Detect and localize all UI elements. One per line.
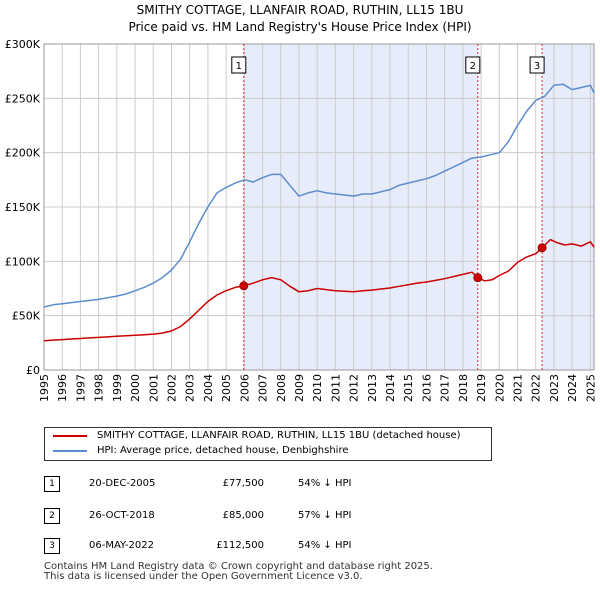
y-tick-label: £0 — [26, 364, 40, 377]
transaction-hpi: 54% ↓ HPI — [298, 540, 352, 551]
sale-point — [473, 273, 483, 283]
series-line-hpi — [43, 83, 595, 308]
marker-badge-label: 2 — [470, 61, 476, 72]
legend-swatch-hpi — [53, 449, 87, 452]
transaction-badge: 3 — [44, 538, 60, 554]
legend-swatch-property — [53, 434, 87, 437]
plot-frame — [43, 43, 595, 371]
table-row: 2 26-OCT-2018 £85,000 57% ↓ HPI — [44, 508, 464, 526]
x-tick-label: 2004 — [202, 374, 215, 402]
x-tick-label: 2017 — [439, 374, 452, 402]
footer-line-2: This data is licensed under the Open Gov… — [44, 571, 363, 582]
x-tick-label: 2025 — [584, 374, 597, 402]
transaction-hpi: 57% ↓ HPI — [298, 510, 352, 521]
sale-point — [537, 243, 547, 253]
marker-badge — [231, 56, 247, 74]
x-tick-label: 2003 — [184, 374, 197, 402]
footer-line-1: Contains HM Land Registry data © Crown c… — [44, 561, 433, 572]
x-tick-label: 2022 — [530, 374, 543, 402]
marker-badge-label: 1 — [236, 61, 242, 72]
sale-point — [239, 281, 249, 291]
x-tick-label: 2016 — [420, 374, 433, 402]
x-tick-label: 2008 — [275, 374, 288, 402]
legend-label-property: SMITHY COTTAGE, LLANFAIR ROAD, RUTHIN, L… — [97, 430, 461, 441]
chart-title: SMITHY COTTAGE, LLANFAIR ROAD, RUTHIN, L… — [137, 3, 464, 17]
transaction-price: £112,500 — [216, 540, 264, 551]
legend-item-property: SMITHY COTTAGE, LLANFAIR ROAD, RUTHIN, L… — [53, 430, 461, 446]
transaction-date: 06-MAY-2022 — [89, 540, 155, 551]
x-tick-label: 1997 — [74, 374, 87, 402]
x-tick-label: 2001 — [147, 374, 160, 402]
x-tick-label: 2019 — [475, 374, 488, 402]
x-tick-label: 2021 — [512, 374, 525, 402]
transaction-badge: 2 — [44, 508, 60, 524]
y-tick-label: £250K — [5, 92, 41, 105]
legend-item-hpi: HPI: Average price, detached house, Denb… — [53, 445, 348, 461]
marker-badge-label: 3 — [534, 61, 540, 72]
x-tick-label: 2011 — [329, 374, 342, 402]
y-tick-label: £200K — [5, 147, 41, 160]
x-tick-label: 2007 — [257, 374, 270, 402]
marker-badge — [465, 56, 481, 74]
x-tick-label: 2012 — [348, 374, 361, 402]
x-tick-label: 2014 — [384, 374, 397, 402]
price-chart: SMITHY COTTAGE, LLANFAIR ROAD, RUTHIN, L… — [5, 3, 598, 402]
table-row: 1 20-DEC-2005 £77,500 54% ↓ HPI — [44, 476, 464, 494]
marker-badge — [529, 56, 545, 74]
x-tick-label: 2010 — [311, 374, 324, 402]
series-line-property — [43, 238, 595, 342]
legend-label-hpi: HPI: Average price, detached house, Denb… — [97, 445, 349, 456]
x-tick-label: 1996 — [56, 374, 69, 402]
table-row: 3 06-MAY-2022 £112,500 54% ↓ HPI — [44, 538, 464, 556]
y-tick-label: £100K — [5, 255, 41, 268]
footer-attribution: Contains HM Land Registry data © Crown c… — [44, 562, 433, 582]
transaction-badge: 1 — [44, 476, 60, 492]
x-tick-label: 2005 — [220, 374, 233, 402]
x-tick-label: 2009 — [293, 374, 306, 402]
y-tick-label: £300K — [5, 38, 41, 51]
x-tick-label: 2024 — [566, 374, 579, 402]
chart-subtitle: Price paid vs. HM Land Registry's House … — [128, 20, 471, 34]
x-tick-label: 2006 — [238, 374, 251, 402]
transaction-price: £77,500 — [222, 478, 264, 489]
y-tick-label: £50K — [12, 310, 41, 323]
transaction-price: £85,000 — [222, 510, 264, 521]
x-tick-label: 1998 — [93, 374, 106, 402]
x-tick-label: 2000 — [129, 374, 142, 402]
transaction-date: 26-OCT-2018 — [89, 510, 155, 521]
x-tick-label: 1995 — [38, 374, 51, 402]
x-tick-label: 2002 — [165, 374, 178, 402]
x-tick-label: 2020 — [493, 374, 506, 402]
transaction-date: 20-DEC-2005 — [89, 478, 156, 489]
chart-legend: SMITHY COTTAGE, LLANFAIR ROAD, RUTHIN, L… — [44, 427, 492, 461]
x-tick-label: 2015 — [402, 374, 415, 402]
x-tick-label: 2013 — [366, 374, 379, 402]
transaction-hpi: 54% ↓ HPI — [298, 478, 352, 489]
x-tick-label: 1999 — [111, 374, 124, 402]
x-tick-label: 2023 — [548, 374, 561, 402]
x-tick-label: 2018 — [457, 374, 470, 402]
y-tick-label: £150K — [5, 201, 41, 214]
